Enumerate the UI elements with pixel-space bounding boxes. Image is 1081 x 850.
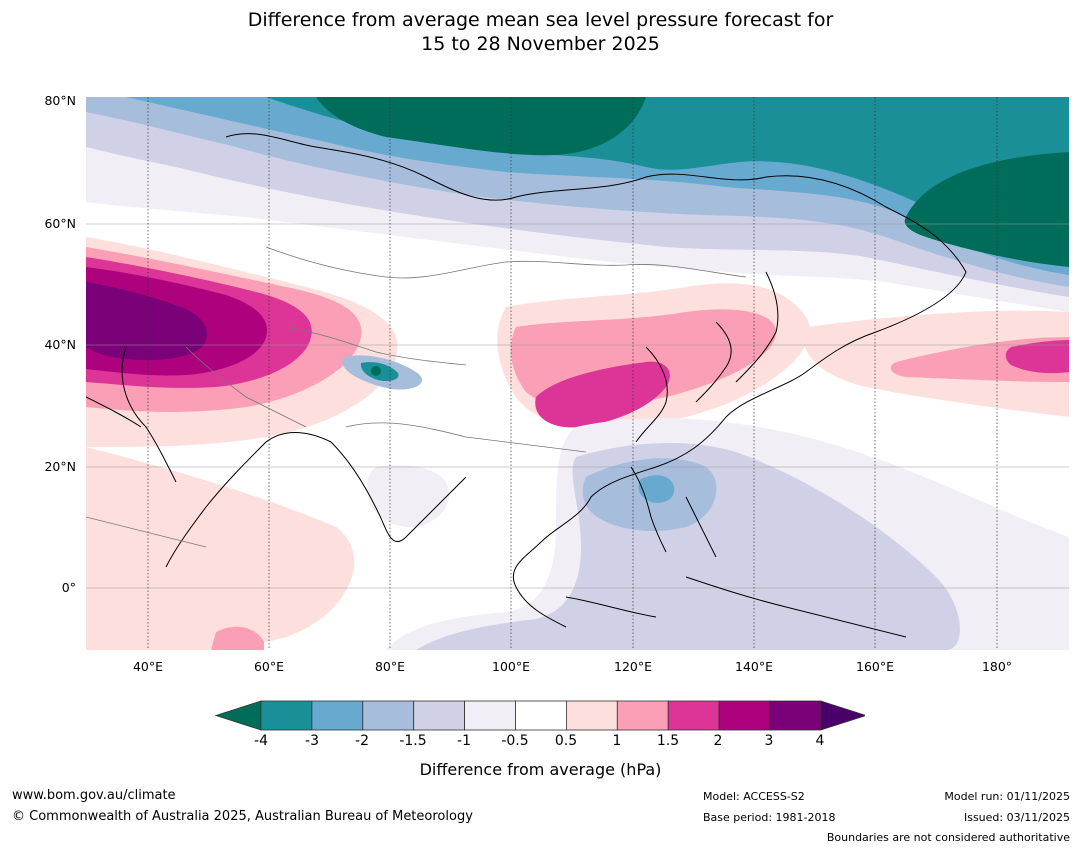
disclaimer-text: Boundaries are not considered authoritat… <box>826 831 1070 844</box>
colorbar-cell-neutral <box>515 700 567 731</box>
lon-label-120e: 120°E <box>613 659 653 674</box>
map-canvas <box>86 97 1069 650</box>
colorbar-arrow-max <box>820 700 865 731</box>
colorbar-cell-n3_n2 <box>311 700 364 731</box>
colorbar-cell-p1_p15 <box>616 700 669 731</box>
model-text: Model: ACCESS-S2 <box>703 790 805 803</box>
colorbar-cell-p3_p4 <box>769 700 822 731</box>
colorbar-tick-12: 4 <box>815 733 825 749</box>
lon-label-100e: 100°E <box>491 659 531 674</box>
colorbar-tick-2: -3 <box>305 733 319 749</box>
coastlines <box>86 133 967 638</box>
country-borders <box>86 246 747 548</box>
graticule <box>86 223 1069 589</box>
colorbar-title: Difference from average (hPa) <box>419 760 662 779</box>
copyright-text: © Commonwealth of Australia 2025, Austra… <box>12 809 473 824</box>
colorbar-tick-4: -1.5 <box>399 733 427 749</box>
anomaly-shading <box>86 97 1069 650</box>
lon-label-180: 180° <box>981 659 1013 674</box>
colorbar-arrow-min <box>215 700 262 731</box>
lon-label-80e: 80°E <box>374 659 406 674</box>
issued-text: Issued: 03/11/2025 <box>963 811 1070 824</box>
lat-label-60n: 60°N <box>44 216 76 231</box>
colorbar-tick-3: -2 <box>355 733 369 749</box>
colorbar-tick-10: 2 <box>713 733 723 749</box>
colorbar-cell-p15_p2 <box>667 700 720 731</box>
title-line-2: 15 to 28 November 2025 <box>421 33 660 55</box>
colorbar-cell-p05_p1 <box>565 700 618 731</box>
website-link[interactable]: www.bom.gov.au/climate <box>12 788 176 803</box>
model-run-text: Model run: 01/11/2025 <box>944 790 1070 803</box>
title-line-1: Difference from average mean sea level p… <box>247 9 834 31</box>
base-period-text: Base period: 1981-2018 <box>703 811 836 824</box>
colorbar-tick-7: 0.5 <box>554 733 578 749</box>
colorbar <box>215 700 865 731</box>
lat-label-0: 0° <box>61 580 76 595</box>
lat-label-20n: 20°N <box>44 459 76 474</box>
colorbar-cell-n1_n05 <box>464 700 516 731</box>
colorbar-tick-1: -4 <box>254 733 268 749</box>
colorbar-cell-n15_n1 <box>413 700 465 731</box>
map-title: Difference from average mean sea level p… <box>0 8 1081 56</box>
lon-label-40e: 40°E <box>132 659 164 674</box>
pressure-anomaly-map <box>86 97 1069 650</box>
colorbar-tick-11: 3 <box>764 733 774 749</box>
colorbar-tick-9: 1.5 <box>656 733 680 749</box>
lon-label-140e: 140°E <box>734 659 774 674</box>
colorbar-cell-n2_n15 <box>362 700 415 731</box>
colorbar-cell-p2_p3 <box>718 700 771 731</box>
lat-label-80n: 80°N <box>44 93 76 108</box>
lat-label-40n: 40°N <box>44 337 76 352</box>
meridians <box>147 97 998 650</box>
lon-label-60e: 60°E <box>253 659 285 674</box>
colorbar-cell-n4_n3 <box>260 700 313 731</box>
lon-label-160e: 160°E <box>855 659 895 674</box>
colorbar-tick-6: -0.5 <box>501 733 529 749</box>
colorbar-tick-5: -1 <box>457 733 471 749</box>
colorbar-tick-8: 1 <box>612 733 622 749</box>
